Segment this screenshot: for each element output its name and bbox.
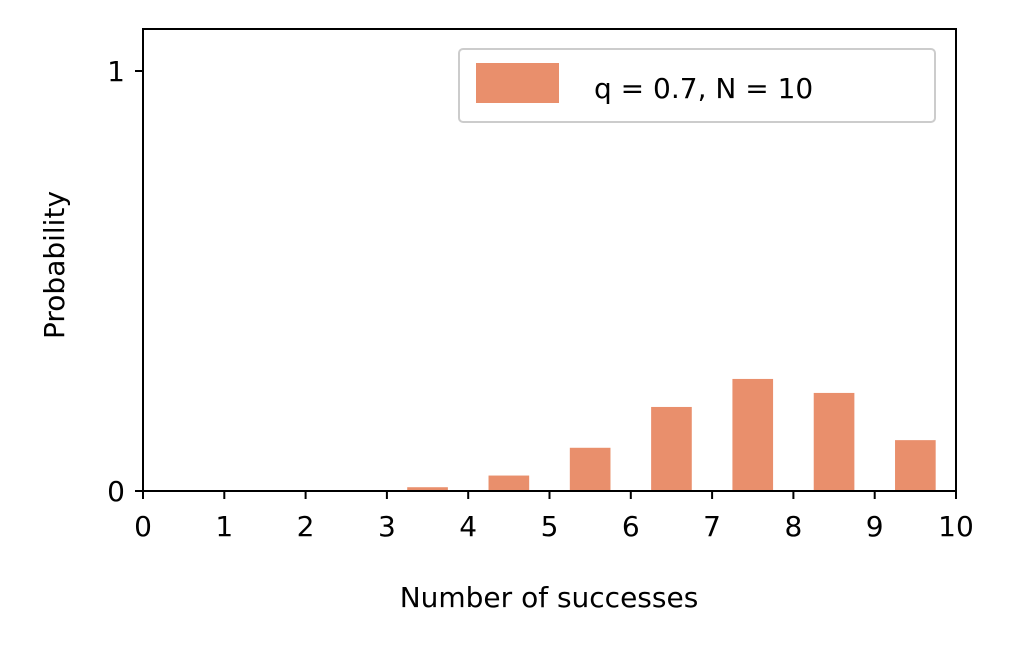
x-tick-label: 1 [215,510,233,543]
bar [651,407,692,491]
x-tick-label: 0 [134,510,152,543]
bar [489,476,530,491]
bar [732,379,773,491]
legend-label: q = 0.7, N = 10 [594,72,813,105]
legend: q = 0.7, N = 10 [459,49,935,122]
x-tick-label: 2 [297,510,315,543]
x-tick-label: 3 [378,510,396,543]
y-axis-label: Probability [38,191,71,339]
y-axis-ticks: 01 [107,55,143,508]
x-tick-label: 9 [866,510,884,543]
bar [895,440,936,491]
x-tick-label: 5 [541,510,559,543]
x-tick-label: 8 [784,510,802,543]
legend-swatch [476,63,559,103]
x-tick-label: 7 [703,510,721,543]
y-tick-label: 1 [107,55,125,88]
x-axis-ticks: 0 1 2 3 4 5 6 7 8 9 10 [134,491,974,543]
x-axis-label: Number of successes [400,581,699,614]
bar [570,448,611,491]
y-tick-label: 0 [107,475,125,508]
x-tick-label: 10 [938,510,974,543]
x-tick-label: 6 [622,510,640,543]
bar [814,393,855,491]
bars-layer [245,379,936,491]
x-tick-label: 4 [459,510,477,543]
